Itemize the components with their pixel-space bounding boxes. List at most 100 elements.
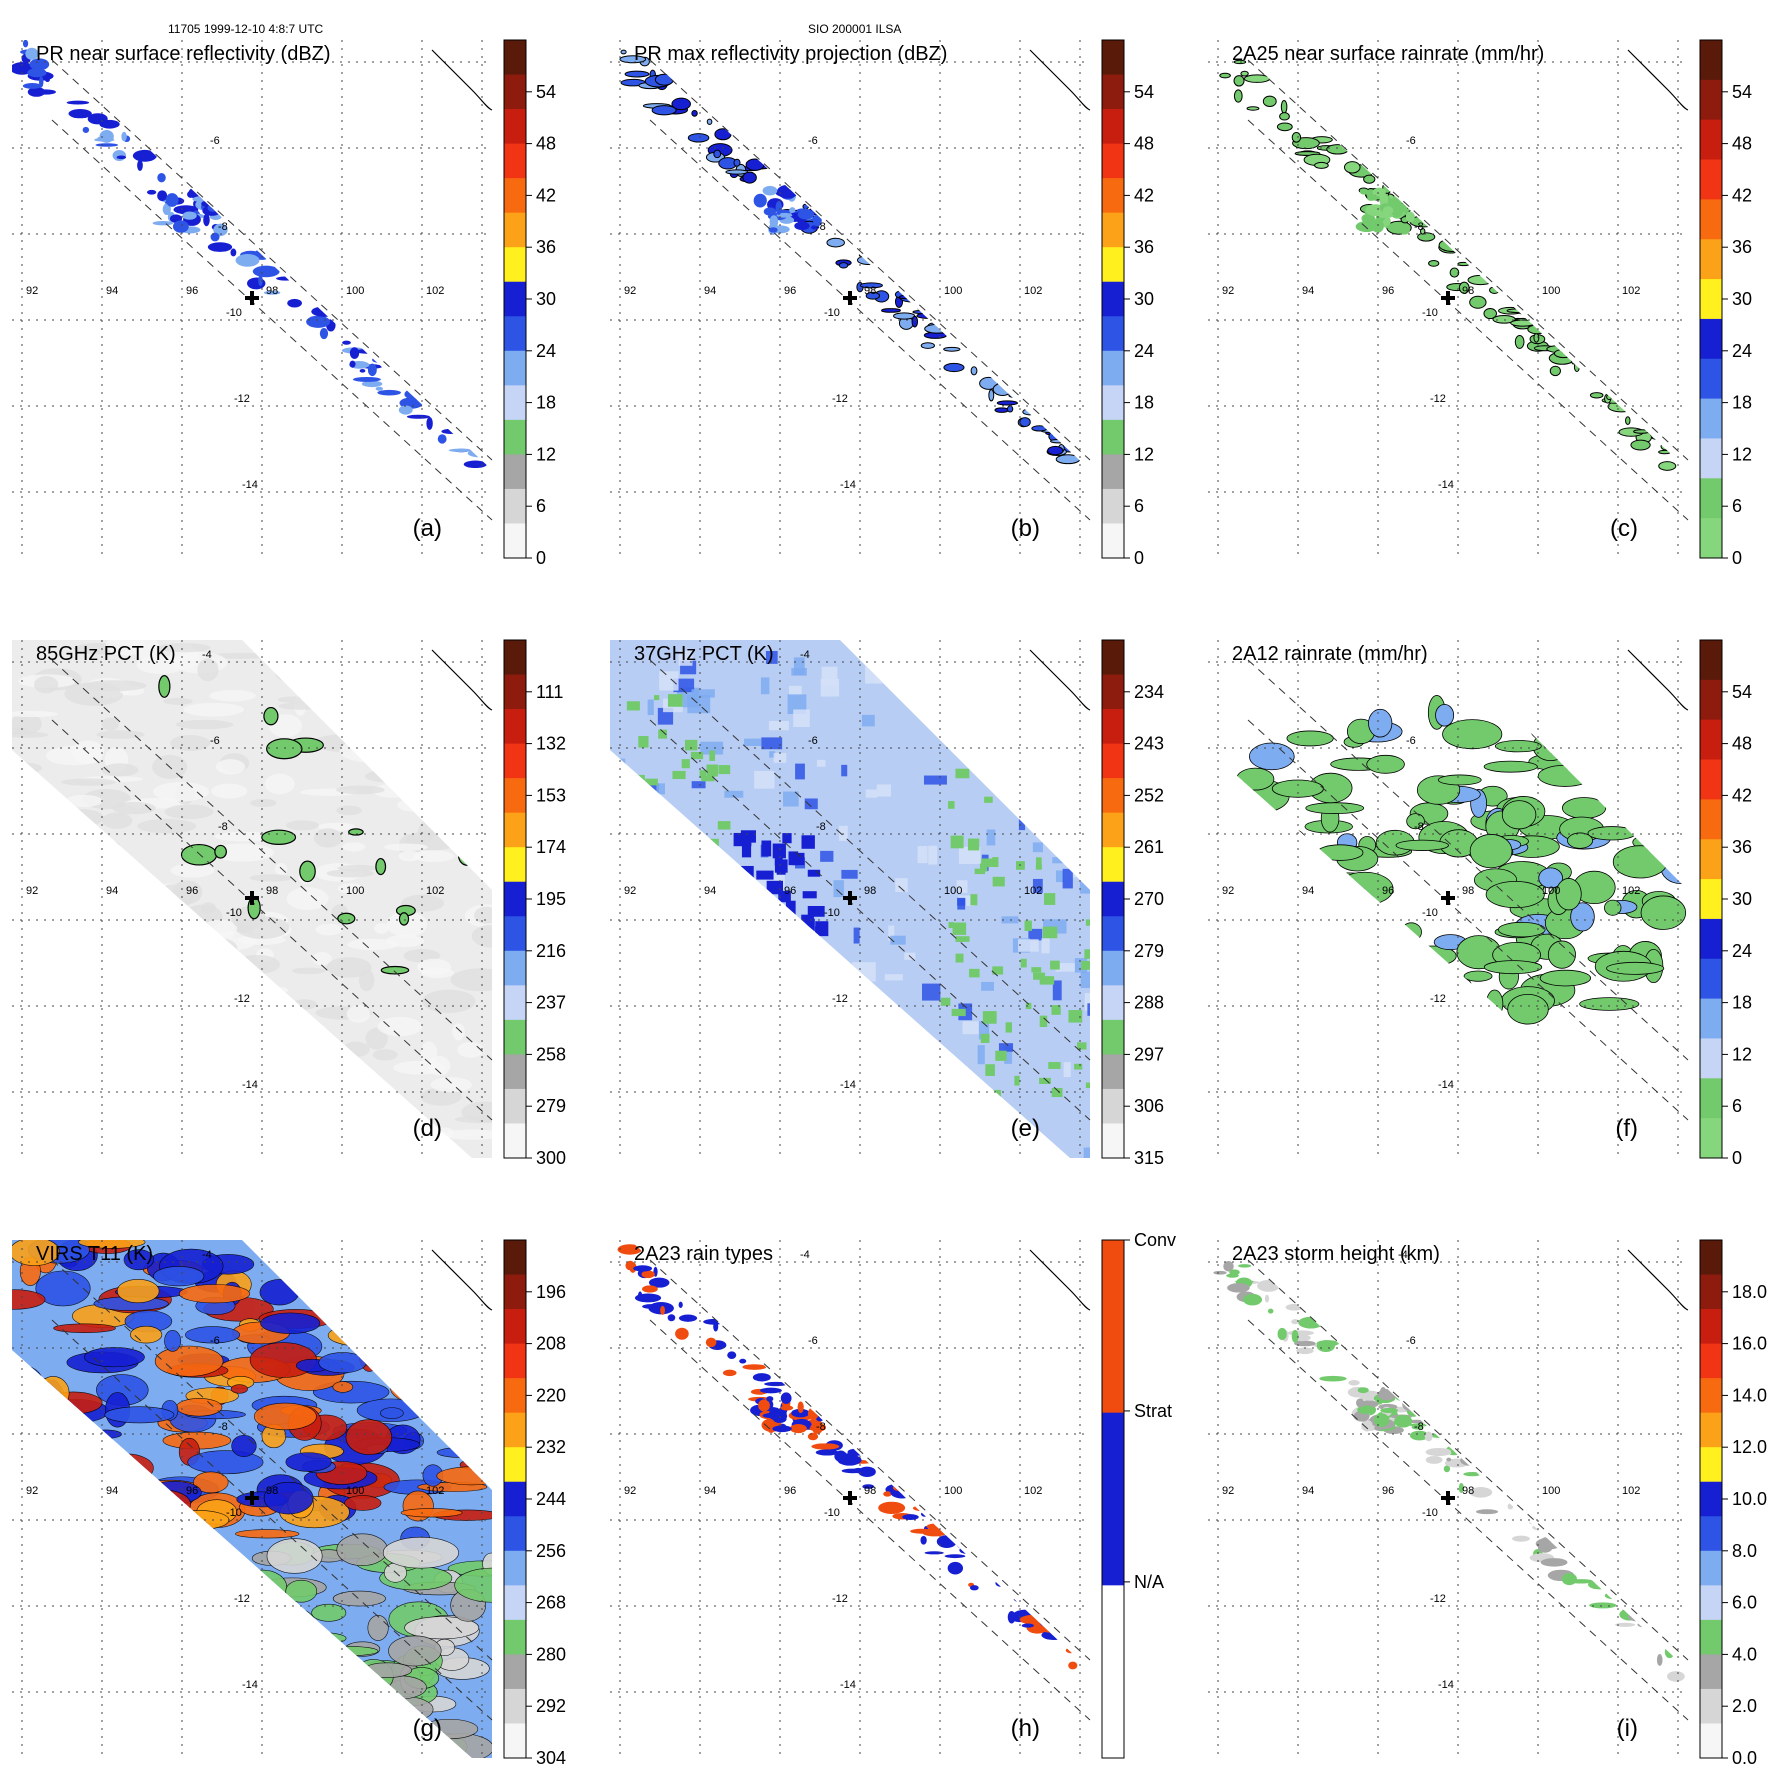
- colorbar-tick-label: 0: [536, 548, 546, 568]
- panel-e-lat-label: -12: [832, 993, 848, 1005]
- colorbar-tick-label: 36: [1134, 237, 1154, 257]
- panel-a-letter: (a): [413, 515, 442, 542]
- panel-g-lat-label: -8: [218, 1421, 228, 1433]
- panel-c-colorbar: 54 48 42 36 30 24 18 12 6 0: [1699, 39, 1752, 568]
- panel-b-lat-label: -10: [824, 307, 840, 319]
- panel-i-lat-label: -12: [1430, 1593, 1446, 1605]
- panel-h-lat-label: -14: [840, 1679, 856, 1691]
- colorbar-tick-label: 48: [1134, 134, 1154, 154]
- panel-f-lat-label: -12: [1430, 993, 1446, 1005]
- colorbar-segment: [1700, 1240, 1722, 1276]
- colorbar-tick-label: 18: [1732, 993, 1752, 1013]
- panel-d-lat-label: -8: [218, 821, 228, 833]
- colorbar-segment: [504, 1412, 526, 1448]
- panel-b-lon-label: 98: [864, 285, 876, 297]
- plus-marker-icon: [843, 291, 857, 305]
- panel-g-lat-label: -14: [242, 1679, 258, 1691]
- colorbar-tick-label: 16.0: [1732, 1334, 1767, 1354]
- colorbar-tick-label: 4.0: [1732, 1644, 1757, 1664]
- colorbar-segment: [504, 950, 526, 986]
- panel-i-lat-label: -10: [1422, 1507, 1438, 1519]
- panel-h-field: [617, 1244, 1079, 1670]
- panel-d-lat-label: -14: [242, 1079, 258, 1091]
- panel-h: 92 94 96 98 100 102 -4 -6 -8 -10 -12 -14 2A23 rain t…: [610, 1230, 1176, 1759]
- panel-a-lon-label: 102: [426, 285, 444, 297]
- colorbar-segment: [1700, 1688, 1722, 1724]
- colorbar-segment: [1700, 1309, 1722, 1345]
- storm-identifier: SIO 200001 ILSA: [808, 22, 902, 36]
- panel-e-lat-label: -6: [808, 735, 818, 747]
- colorbar-tick-label: 36: [536, 237, 556, 257]
- panel-i-lon-label: 94: [1302, 1485, 1314, 1497]
- panel-c-lat-label: -6: [1406, 135, 1416, 147]
- panel-i-lat-label: -8: [1414, 1421, 1424, 1433]
- panel-h-lon-label: 102: [1024, 1485, 1042, 1497]
- panel-i-lon-label: 100: [1542, 1485, 1560, 1497]
- colorbar-segment: [1700, 799, 1722, 840]
- colorbar-segment: [504, 881, 526, 917]
- panel-c-lon-label: 96: [1382, 285, 1394, 297]
- panel-d-lon-label: 100: [346, 885, 364, 897]
- colorbar-tick-label: 237: [536, 993, 566, 1013]
- panel-b-lon-label: 94: [704, 285, 716, 297]
- colorbar-tick-label: 292: [536, 1696, 566, 1716]
- colorbar-tick-label: 174: [536, 837, 566, 857]
- colorbar-segment: [1700, 719, 1722, 761]
- panel-d-lon-label: 102: [426, 885, 444, 897]
- panel-h-colorbar: Conv Strat N/A: [1101, 1230, 1176, 1759]
- colorbar-tick-label: 42: [536, 185, 556, 205]
- colorbar-segment: [1102, 419, 1124, 455]
- colorbar-tick-label: 30: [536, 289, 556, 309]
- colorbar-segment: [1102, 178, 1124, 214]
- panel-d-grid: [12, 640, 493, 1158]
- panel-f-colorbar: 54 48 42 36 30 24 18 12 6 0: [1699, 639, 1752, 1168]
- panel-b-lon-label: 102: [1024, 285, 1042, 297]
- colorbar-segment: [504, 985, 526, 1021]
- panel-d-lon-label: 96: [186, 885, 198, 897]
- colorbar-tick-label: 10.0: [1732, 1489, 1767, 1509]
- colorbar-segment: [1700, 1585, 1722, 1621]
- panel-d-coastline: [431, 649, 493, 711]
- plus-marker-icon: [1441, 891, 1455, 905]
- colorbar-tick-label: 252: [1134, 785, 1164, 805]
- panel-g-lat-label: -10: [226, 1507, 242, 1519]
- panel-d-lon-label: 92: [26, 885, 38, 897]
- panel-g: 92 94 96 98 100 102 -4 -6 -8 -10 -12 -14 VIRS T11 (K…: [12, 1239, 566, 1768]
- colorbar-tick-label: 196: [536, 1282, 566, 1302]
- colorbar-tick-label: 18: [1732, 393, 1752, 413]
- colorbar-segment: [504, 1309, 526, 1345]
- colorbar-segment: [1700, 998, 1722, 1039]
- colorbar-tick-label: 12.0: [1732, 1437, 1767, 1457]
- panel-e-coastline: [1029, 649, 1091, 711]
- colorbar-segment: [504, 640, 526, 676]
- colorbar-segment: [1102, 316, 1124, 352]
- colorbar-tick-label: Conv: [1134, 1230, 1176, 1250]
- colorbar-segment: [504, 1688, 526, 1724]
- panel-e-lat-label: -14: [840, 1079, 856, 1091]
- colorbar-segment: [1102, 281, 1124, 317]
- colorbar-tick-label: 132: [536, 734, 566, 754]
- colorbar-segment: [1700, 1654, 1722, 1690]
- panel-g-lon-label: 98: [266, 1485, 278, 1497]
- colorbar-segment: [504, 350, 526, 386]
- colorbar-tick-label: 297: [1134, 1044, 1164, 1064]
- colorbar-segment: [1700, 318, 1722, 360]
- plus-marker-icon: [843, 891, 857, 905]
- panel-d-lat-label: -12: [234, 993, 250, 1005]
- colorbar-segment: [504, 74, 526, 110]
- panel-f-lat-label: -14: [1438, 1079, 1454, 1091]
- panel-b-lon-label: 96: [784, 285, 796, 297]
- colorbar-tick-label: 54: [1732, 682, 1752, 702]
- panel-a-lon-label: 96: [186, 285, 198, 297]
- panel-e-lat-label: -8: [816, 821, 826, 833]
- panel-f-lon-label: 98: [1462, 885, 1474, 897]
- colorbar-segment: [1700, 1481, 1722, 1517]
- colorbar-segment: [1102, 1412, 1124, 1586]
- panel-c-lat-label: -10: [1422, 307, 1438, 319]
- panel-b-grid: [610, 40, 1091, 558]
- panel-e-letter: (e): [1011, 1115, 1040, 1142]
- panel-c-grid: [1208, 40, 1689, 558]
- panel-d: 92 94 96 98 100 102 -4 -6 -8 -10 -12 -14 85GHz PCT (…: [12, 639, 566, 1168]
- colorbar-segment: [1700, 1378, 1722, 1414]
- panel-e-lat-label: -4: [800, 649, 810, 661]
